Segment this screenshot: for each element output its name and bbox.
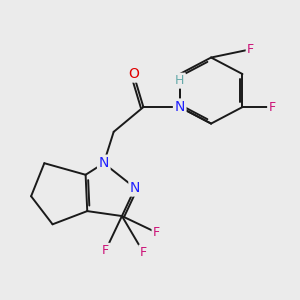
Text: N: N xyxy=(130,181,140,195)
Text: H: H xyxy=(175,74,184,87)
Text: F: F xyxy=(153,226,160,239)
Text: F: F xyxy=(268,100,276,114)
Text: F: F xyxy=(247,43,254,56)
Text: N: N xyxy=(175,100,185,114)
Text: F: F xyxy=(102,244,109,257)
Text: N: N xyxy=(99,156,109,170)
Text: F: F xyxy=(140,246,147,259)
Text: O: O xyxy=(128,67,139,81)
